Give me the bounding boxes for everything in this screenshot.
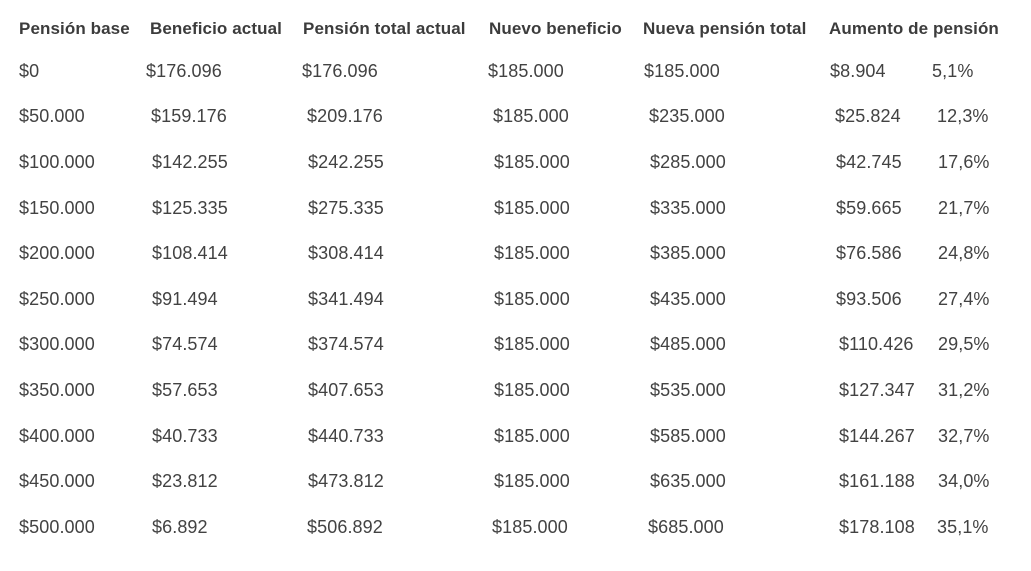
cell-pension-total-actual: $209.176 (307, 106, 383, 126)
cell-pension-total-actual: $176.096 (302, 61, 378, 81)
cell-pension-base: $450.000 (19, 471, 95, 491)
cell-pension-total-actual: $473.812 (308, 471, 384, 491)
cell-nueva-pension-total: $435.000 (650, 289, 726, 309)
cell-pension-base: $50.000 (19, 106, 85, 126)
cell-nuevo-beneficio: $185.000 (494, 243, 570, 263)
cell-nueva-pension-total: $285.000 (650, 152, 726, 172)
cell-aumento-porcentaje: 31,2% (938, 380, 990, 400)
cell-aumento-monto: $8.904 (830, 61, 886, 81)
cell-nuevo-beneficio: $185.000 (488, 61, 564, 81)
cell-pension-base: $400.000 (19, 426, 95, 446)
cell-beneficio-actual: $108.414 (152, 243, 228, 263)
cell-beneficio-actual: $159.176 (151, 106, 227, 126)
header-beneficio-actual: Beneficio actual (150, 19, 282, 38)
cell-aumento-monto: $144.267 (839, 426, 915, 446)
cell-pension-total-actual: $407.653 (308, 380, 384, 400)
cell-nueva-pension-total: $335.000 (650, 198, 726, 218)
cell-nuevo-beneficio: $185.000 (494, 198, 570, 218)
cell-pension-base: $100.000 (19, 152, 95, 172)
cell-beneficio-actual: $23.812 (152, 471, 218, 491)
cell-nueva-pension-total: $385.000 (650, 243, 726, 263)
cell-aumento-monto: $25.824 (835, 106, 901, 126)
cell-aumento-porcentaje: 21,7% (938, 198, 990, 218)
cell-beneficio-actual: $6.892 (152, 517, 208, 537)
cell-nuevo-beneficio: $185.000 (494, 152, 570, 172)
cell-nuevo-beneficio: $185.000 (494, 426, 570, 446)
cell-aumento-monto: $161.188 (839, 471, 915, 491)
cell-pension-base: $150.000 (19, 198, 95, 218)
cell-nuevo-beneficio: $185.000 (492, 517, 568, 537)
cell-nueva-pension-total: $685.000 (648, 517, 724, 537)
cell-aumento-monto: $127.347 (839, 380, 915, 400)
cell-aumento-porcentaje: 27,4% (938, 289, 990, 309)
cell-nuevo-beneficio: $185.000 (494, 289, 570, 309)
cell-pension-base: $0 (19, 61, 40, 81)
cell-nueva-pension-total: $185.000 (644, 61, 720, 81)
cell-aumento-porcentaje: 29,5% (938, 334, 990, 354)
cell-beneficio-actual: $40.733 (152, 426, 218, 446)
cell-beneficio-actual: $176.096 (146, 61, 222, 81)
cell-aumento-porcentaje: 34,0% (938, 471, 990, 491)
cell-pension-total-actual: $506.892 (307, 517, 383, 537)
cell-nueva-pension-total: $585.000 (650, 426, 726, 446)
cell-nuevo-beneficio: $185.000 (494, 471, 570, 491)
cell-aumento-porcentaje: 17,6% (938, 152, 990, 172)
cell-pension-base: $350.000 (19, 380, 95, 400)
cell-pension-base: $300.000 (19, 334, 95, 354)
cell-aumento-monto: $178.108 (839, 517, 915, 537)
cell-pension-base: $250.000 (19, 289, 95, 309)
cell-aumento-monto: $93.506 (836, 289, 902, 309)
cell-pension-base: $200.000 (19, 243, 95, 263)
cell-nuevo-beneficio: $185.000 (493, 106, 569, 126)
cell-aumento-porcentaje: 24,8% (938, 243, 990, 263)
cell-aumento-porcentaje: 12,3% (937, 106, 989, 126)
cell-nueva-pension-total: $235.000 (649, 106, 725, 126)
cell-pension-total-actual: $275.335 (308, 198, 384, 218)
cell-nueva-pension-total: $485.000 (650, 334, 726, 354)
header-pension-base: Pensión base (19, 19, 130, 38)
cell-nueva-pension-total: $535.000 (650, 380, 726, 400)
cell-pension-total-actual: $341.494 (308, 289, 384, 309)
cell-aumento-monto: $59.665 (836, 198, 902, 218)
cell-pension-total-actual: $242.255 (308, 152, 384, 172)
cell-pension-total-actual: $440.733 (308, 426, 384, 446)
cell-aumento-porcentaje: 5,1% (932, 61, 974, 81)
header-nueva-pension-total: Nueva pensión total (643, 19, 807, 38)
cell-beneficio-actual: $57.653 (152, 380, 218, 400)
cell-beneficio-actual: $142.255 (152, 152, 228, 172)
cell-beneficio-actual: $74.574 (152, 334, 218, 354)
cell-pension-total-actual: $374.574 (308, 334, 384, 354)
header-pension-total-actual: Pensión total actual (303, 19, 466, 38)
cell-pension-base: $500.000 (19, 517, 95, 537)
header-nuevo-beneficio: Nuevo beneficio (489, 19, 622, 38)
cell-nuevo-beneficio: $185.000 (494, 334, 570, 354)
cell-aumento-porcentaje: 32,7% (938, 426, 990, 446)
cell-pension-total-actual: $308.414 (308, 243, 384, 263)
cell-beneficio-actual: $91.494 (152, 289, 218, 309)
cell-nueva-pension-total: $635.000 (650, 471, 726, 491)
cell-aumento-monto: $110.426 (839, 334, 914, 354)
cell-beneficio-actual: $125.335 (152, 198, 228, 218)
cell-aumento-monto: $76.586 (836, 243, 902, 263)
cell-nuevo-beneficio: $185.000 (494, 380, 570, 400)
cell-aumento-porcentaje: 35,1% (937, 517, 989, 537)
cell-aumento-monto: $42.745 (836, 152, 902, 172)
header-aumento-de-pension: Aumento de pensión (829, 19, 999, 38)
